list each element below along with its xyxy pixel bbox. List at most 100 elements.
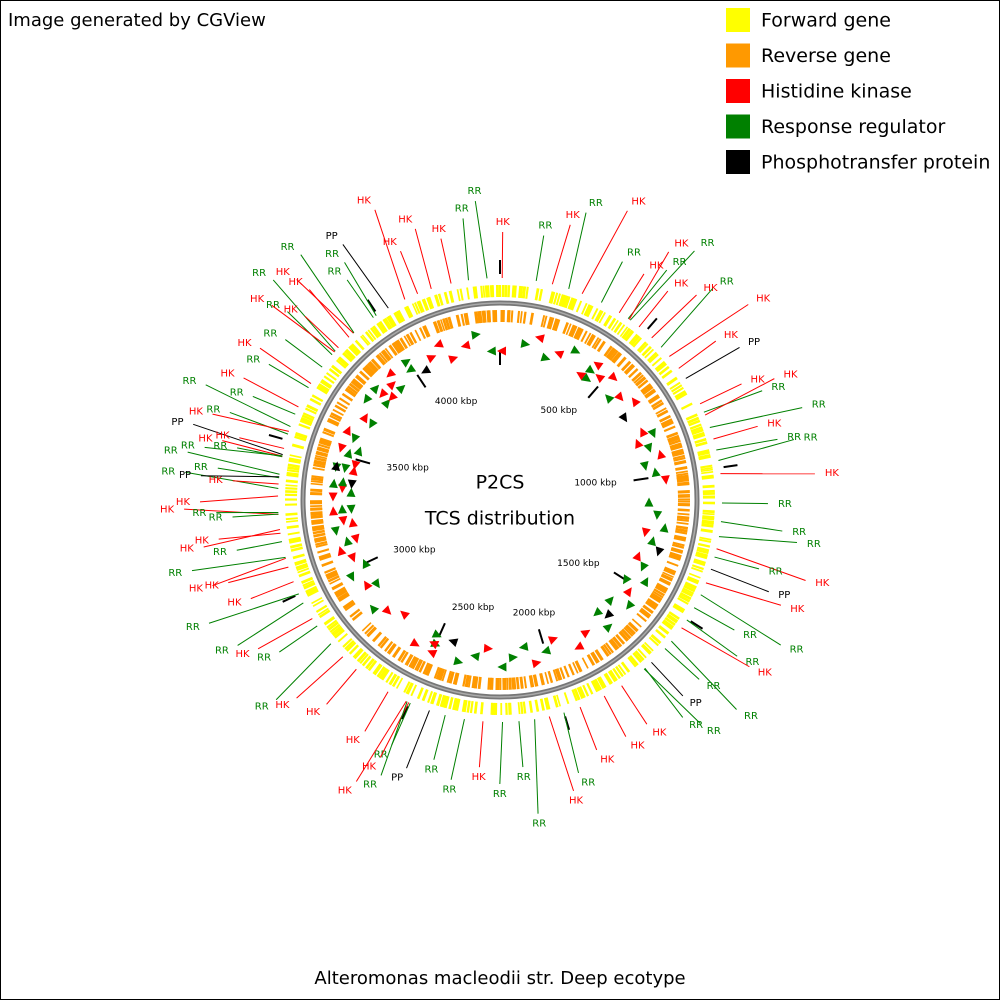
- feature-glyph: [363, 393, 373, 404]
- feature-tag: HK: [338, 785, 353, 796]
- gene-bar: [482, 285, 486, 298]
- feature-line: [714, 556, 760, 570]
- feature-line: [651, 661, 684, 697]
- gene-bar: [701, 523, 714, 528]
- gene-bar: [668, 611, 680, 620]
- feature-tag: HK: [758, 667, 773, 678]
- gene-bar: [333, 628, 345, 639]
- feature-tag: HK: [496, 217, 511, 228]
- gene-bar: [662, 619, 674, 629]
- gene-bar: [697, 451, 710, 457]
- gene-bar: [456, 289, 461, 302]
- gene-bar: [655, 407, 667, 415]
- feature-glyph: [496, 346, 507, 356]
- feature-glyph: [338, 504, 347, 514]
- feature-line: [678, 340, 717, 369]
- gene-bar: [556, 694, 562, 707]
- gene-bar: [346, 385, 359, 395]
- gene-bar: [444, 696, 450, 709]
- gene-bar: [594, 678, 602, 691]
- feature-glyph: [520, 338, 531, 348]
- feature-glyph: [381, 605, 392, 615]
- gene-bar: [317, 548, 330, 554]
- feature-tag: PP: [179, 470, 191, 481]
- feature-tag: RR: [325, 249, 339, 260]
- gene-bar: [406, 305, 414, 318]
- gene-bar: [658, 577, 671, 586]
- gene-bar: [638, 343, 649, 354]
- gene-bar: [591, 307, 599, 320]
- feature-line: [250, 581, 294, 600]
- gene-bar: [318, 440, 331, 447]
- gene-bar: [325, 372, 337, 381]
- gene-bar: [399, 337, 408, 350]
- feature-tag: HK: [160, 504, 175, 515]
- feature-tag: RR: [192, 508, 206, 519]
- feature-tag: HK: [237, 338, 252, 349]
- feature-line: [499, 721, 504, 785]
- gene-bar: [686, 577, 699, 585]
- feature-glyph: [433, 339, 444, 348]
- gene-bar: [338, 593, 350, 602]
- gene-bar: [521, 286, 527, 299]
- gene-bar: [673, 536, 686, 542]
- gene-bar: [624, 625, 635, 636]
- feature-glyph: [643, 442, 653, 453]
- gene-bar: [631, 618, 642, 628]
- gene-bar: [391, 675, 401, 688]
- gene-bar: [640, 383, 652, 393]
- gene-bar: [448, 697, 454, 710]
- gene-bar: [366, 362, 377, 373]
- gene-bar: [673, 459, 687, 464]
- gene-bar: [388, 643, 397, 655]
- feature-glyph: [380, 399, 391, 409]
- gene-bar: [462, 674, 467, 687]
- feature-glyph: [328, 478, 338, 489]
- feature-line: [259, 347, 312, 384]
- gene-bar: [702, 515, 715, 519]
- legend-swatch: [726, 114, 750, 139]
- gene-bar: [289, 543, 303, 549]
- feature-glyph: [471, 330, 481, 340]
- gene-bar: [519, 311, 523, 324]
- feature-tag: RR: [455, 203, 469, 214]
- gene-bar: [414, 329, 422, 342]
- feature-tag: HK: [198, 433, 213, 444]
- feature-line: [236, 541, 283, 551]
- gene-bar: [626, 624, 636, 634]
- gene-bar: [326, 572, 339, 580]
- gene-bar: [311, 476, 324, 482]
- gene-bar: [376, 353, 387, 365]
- gene-bar: [630, 335, 641, 347]
- gene-bar: [636, 341, 647, 352]
- gene-bar: [543, 697, 550, 710]
- feature-line: [229, 411, 289, 435]
- gene-bar: [439, 694, 446, 708]
- feature-glyph: [607, 371, 618, 382]
- gene-bar: [615, 633, 626, 645]
- legend-label: Phosphotransfer protein: [761, 152, 990, 174]
- gene-bar: [288, 538, 302, 544]
- gene-bar: [345, 641, 357, 652]
- feature-line: [551, 224, 571, 285]
- gene-bar: [604, 672, 613, 685]
- feature-glyph: [351, 459, 361, 470]
- feature-glyph: [581, 373, 592, 382]
- gene-bar: [592, 679, 601, 692]
- feature-line: [184, 508, 279, 515]
- gene-bar: [658, 624, 670, 635]
- gene-bar: [349, 344, 360, 356]
- gene-bar: [436, 667, 444, 681]
- gene-bar: [315, 540, 328, 546]
- gene-bar: [311, 518, 324, 524]
- feature-line: [563, 712, 579, 774]
- feature-glyph: [584, 364, 595, 374]
- gene-bar: [697, 542, 711, 548]
- feature-glyph: [448, 638, 459, 647]
- feature-glyph: [460, 340, 471, 350]
- gene-bar: [322, 431, 335, 438]
- feature-line: [716, 548, 806, 581]
- gene-bar: [377, 321, 387, 334]
- feature-line: [705, 582, 782, 606]
- feature-tag: RR: [627, 248, 641, 259]
